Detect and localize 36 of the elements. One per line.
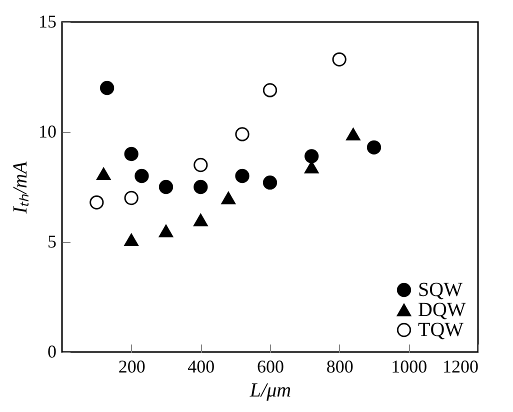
x-tick-label: 400	[188, 356, 215, 376]
legend-label: DQW	[418, 299, 466, 321]
y-axis-title: Iₜₕ/mA	[10, 160, 32, 214]
x-axis-title: L/μm	[248, 380, 292, 402]
y-tick-label: 10	[38, 122, 56, 142]
x-tick-label: 800	[326, 356, 354, 376]
point	[235, 168, 250, 184]
point	[235, 127, 250, 142]
x-tick-label: 200	[118, 356, 146, 376]
point	[100, 80, 114, 96]
x-tick-label: 600	[257, 356, 284, 376]
y-tick-label: 15	[38, 12, 56, 32]
point	[262, 83, 278, 98]
point	[124, 190, 138, 206]
point	[158, 180, 174, 194]
point	[194, 158, 208, 172]
y-tick-label: 0	[48, 342, 56, 362]
point	[96, 168, 111, 180]
point	[194, 214, 208, 226]
point	[346, 128, 360, 140]
x-tick-label: 1000	[391, 356, 428, 376]
point	[194, 180, 208, 194]
point	[366, 140, 382, 154]
point	[124, 234, 138, 246]
point	[158, 224, 174, 238]
point	[134, 168, 149, 184]
point	[90, 195, 104, 210]
y-tick-label: 5	[48, 232, 56, 252]
point	[304, 149, 319, 164]
legend-label: SQW	[418, 279, 463, 301]
point	[221, 192, 236, 204]
point	[124, 146, 138, 162]
x-tick-label: 1200	[442, 356, 478, 376]
point	[262, 176, 278, 190]
legend-label: TQW	[418, 319, 464, 341]
point	[332, 52, 346, 66]
